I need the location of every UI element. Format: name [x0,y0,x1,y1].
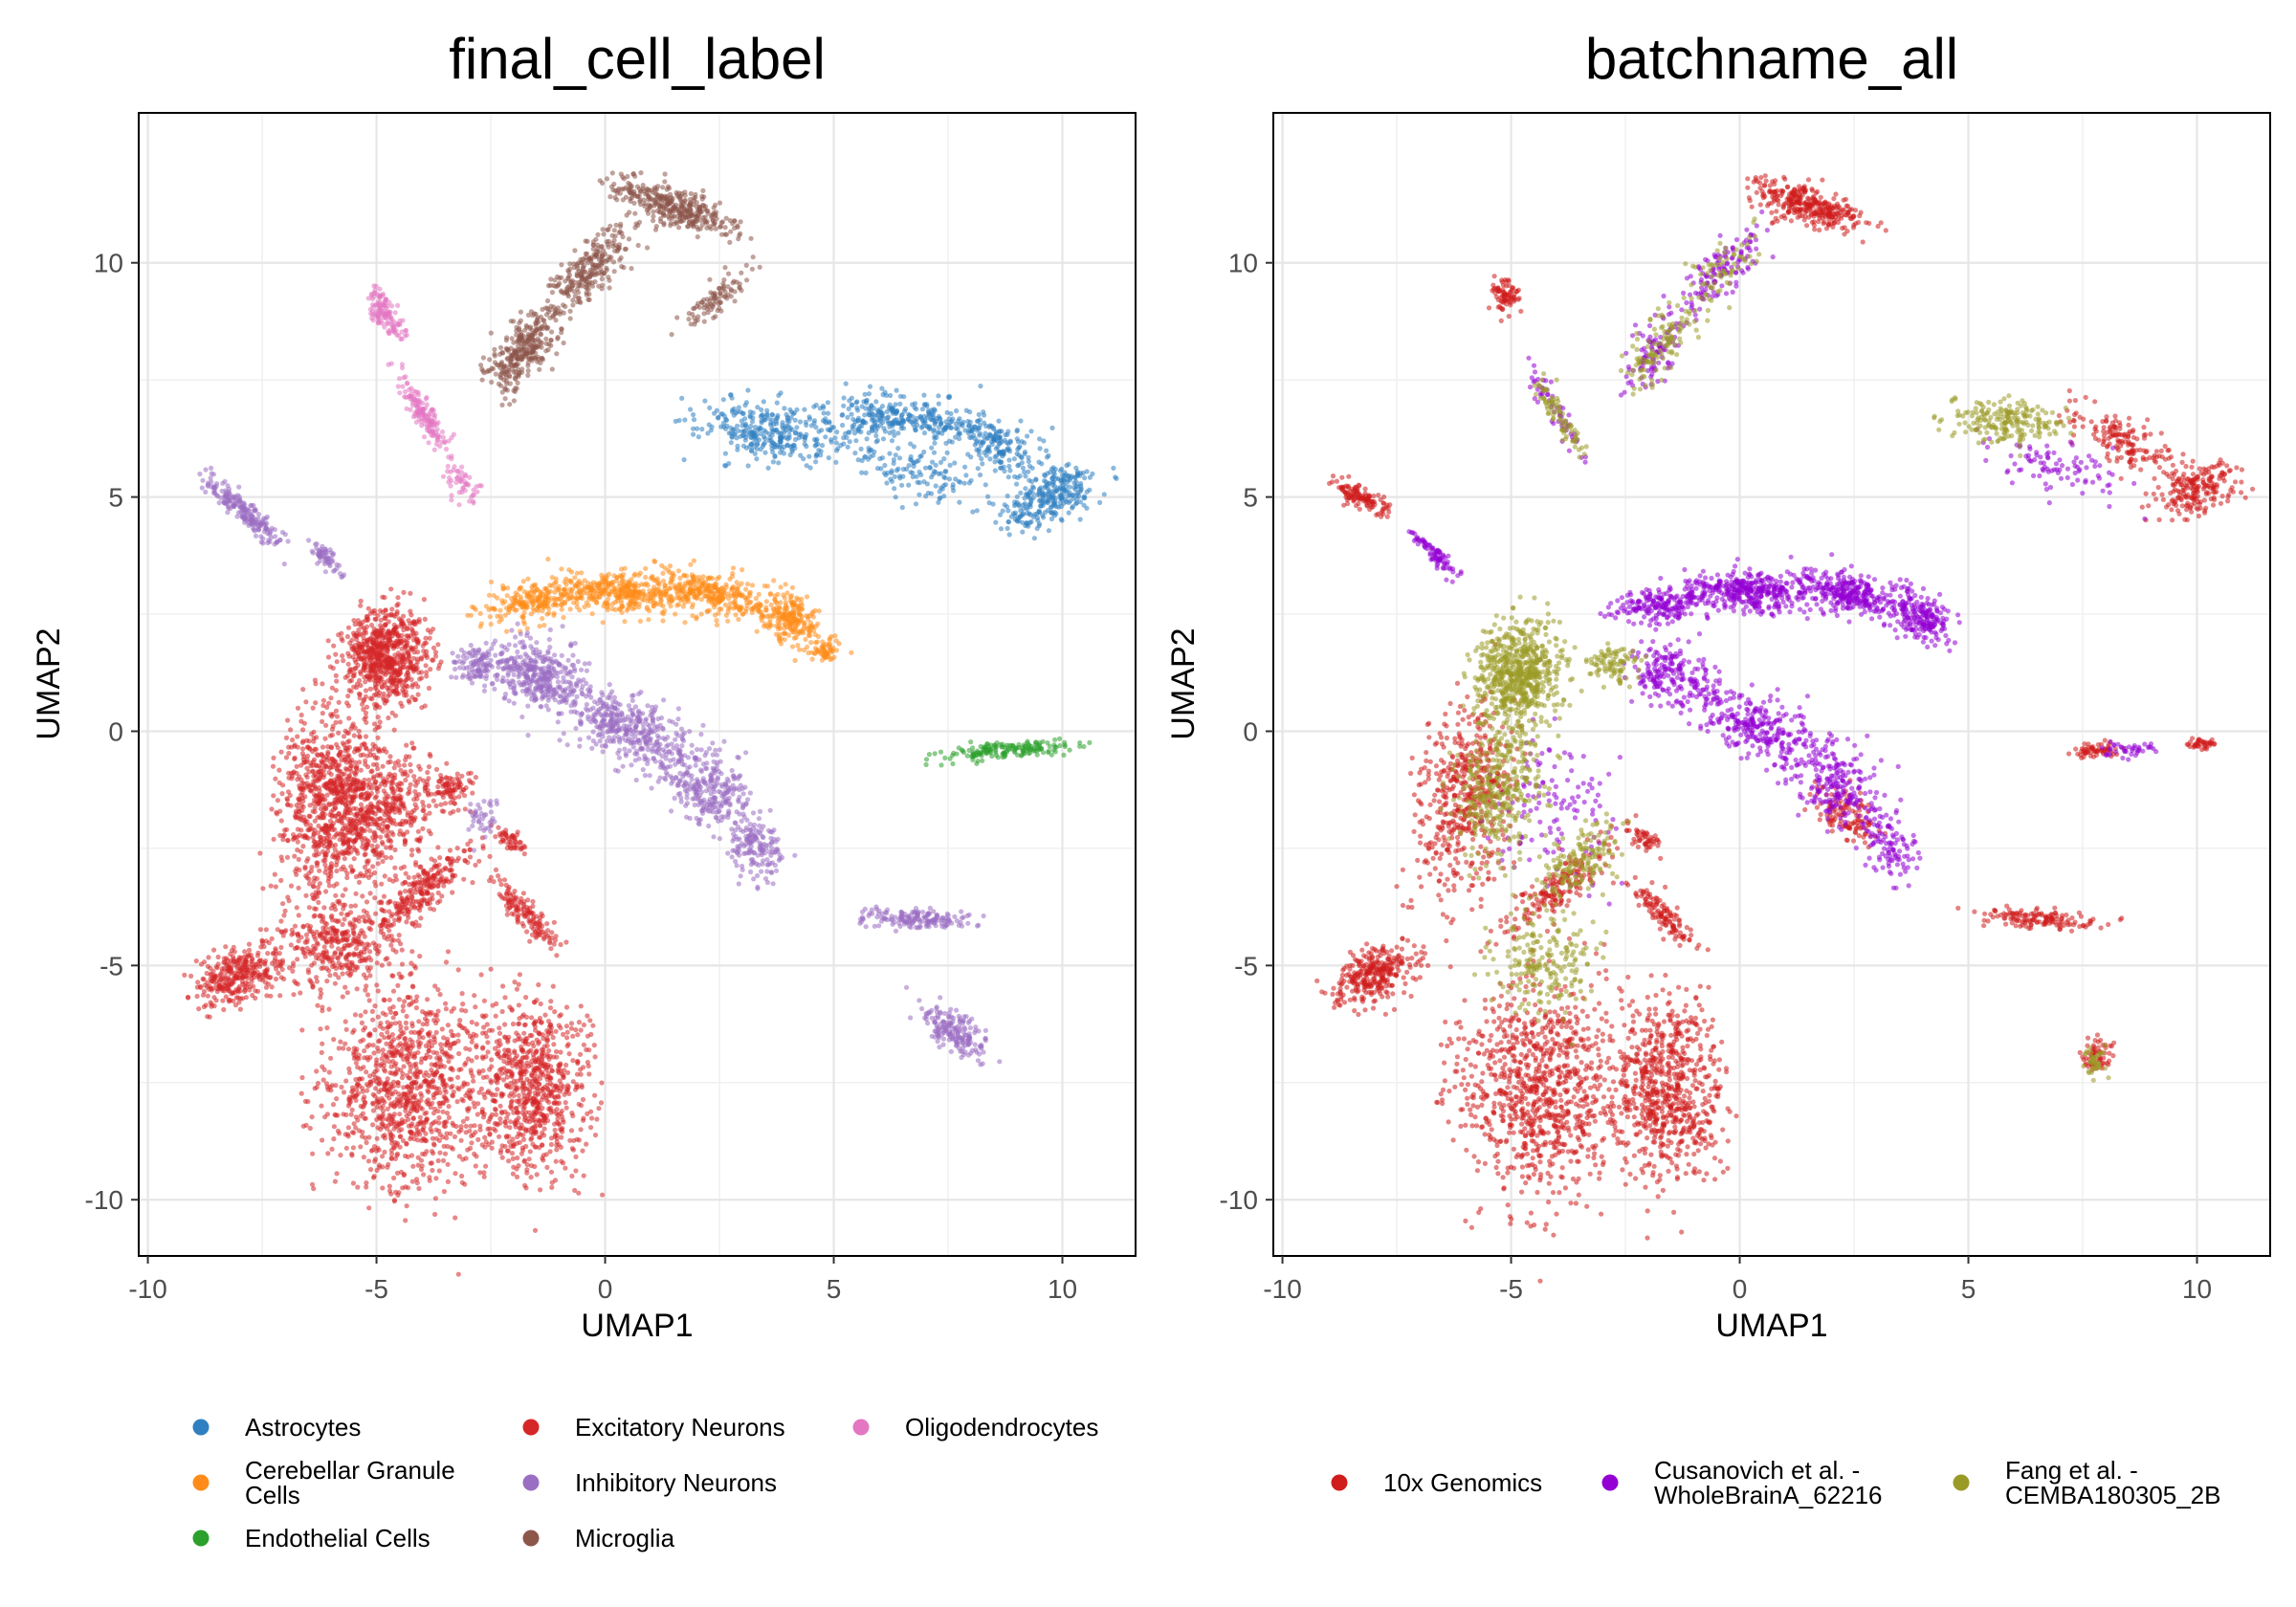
panel-final-cell-label: final_cell_label -10 -5 0 5 10 -10 -5 0 5 10 UMAP… [31,27,1137,1552]
y-tick-label: 0 [1243,716,1258,746]
series-cusanovich-et-al-wholebraina-62216 [1406,209,2159,907]
x-tick-label: -10 [1263,1274,1301,1304]
legend-key [1953,1474,1970,1491]
legend-item: Microglia [522,1524,675,1552]
x-tick-label: -5 [364,1274,388,1304]
panel-title: final_cell_label [449,27,826,91]
legend-label: 10x Genomics [1383,1468,1542,1497]
legend-label: Inhibitory Neurons [575,1468,777,1497]
legend-item: Cusanovich et al. -WholeBrainA_62216 [1601,1456,1883,1509]
series-astrocytes [673,381,1119,541]
x-tick-label: 5 [1961,1274,1976,1304]
x-tick-label: 0 [1733,1274,1748,1304]
legend-item: Astrocytes [192,1413,361,1442]
y-tick-label: 5 [108,483,123,513]
y-tick-label: 10 [94,249,123,278]
legend-item: Oligodendrocytes [852,1413,1098,1442]
legend-label: Cusanovich et al. -WholeBrainA_62216 [1654,1456,1883,1509]
legend-label: Microglia [575,1524,675,1552]
y-axis-label: UMAP2 [1165,627,1202,739]
legend-label: Endothelial Cells [245,1524,430,1552]
plot-frame [1272,112,2271,1257]
series-microglia [478,170,762,407]
legend: Astrocytes Cerebellar Granule Cells Endothe… [192,1413,1098,1552]
legend: 10x Genomics Cusanovich et al. -WholeBrai… [1331,1456,2220,1509]
legend-key [522,1419,540,1436]
series-endothelial-cells [923,736,1093,768]
legend-key [522,1474,540,1491]
plot-background [139,113,1136,1256]
plot-background [1273,113,2270,1256]
legend-label: Fang et al. -CEMBA180305_2B [2005,1456,2220,1509]
legend-item: 10x Genomics [1331,1468,1542,1497]
panel-batchname-all: batchname_all -10 -5 0 5 10 -10 -5 0 5 10 UMAP1 U… [1165,27,2271,1509]
x-tick-label: 10 [1048,1274,1077,1304]
legend-item: Fang et al. -CEMBA180305_2B [1953,1456,2220,1509]
axis-ticks: -10 -5 0 5 10 -10 -5 0 5 10 [1220,249,2213,1304]
y-tick-label: -5 [1234,951,1258,980]
scatter-points [182,170,1119,1277]
legend-label: Astrocytes [245,1413,361,1442]
legend-label: Oligodendrocytes [905,1413,1098,1442]
x-tick-label: 5 [827,1274,842,1304]
axis-ticks: -10 -5 0 5 10 -10 -5 0 5 10 [85,249,1078,1304]
legend-key [1331,1474,1348,1491]
legend-key [1601,1474,1619,1491]
legend-key [192,1530,210,1547]
legend-key [852,1419,870,1436]
legend-key [522,1530,540,1547]
grid [139,113,1136,1256]
x-tick-label: -5 [1499,1274,1523,1304]
y-tick-label: -10 [1220,1185,1258,1215]
x-tick-label: 0 [598,1274,613,1304]
series-oligodendrocytes [365,283,484,508]
x-tick-label: -10 [128,1274,166,1304]
y-tick-label: -5 [99,951,123,980]
x-tick-label: 10 [2182,1274,2212,1304]
legend-item: Cerebellar Granule Cells [192,1456,455,1509]
scatter-points [1314,173,2256,1284]
y-tick-label: 0 [108,716,123,746]
series-cerebellar-granule-cells [465,556,854,664]
legend-key [192,1419,210,1436]
plot-frame [138,112,1137,1257]
y-tick-label: 10 [1228,249,1258,278]
legend-item: Excitatory Neurons [522,1413,785,1442]
legend-label: Cerebellar Granule Cells [245,1456,455,1509]
y-tick-label: 5 [1243,483,1258,513]
y-tick-label: -10 [85,1185,123,1215]
y-axis-label: UMAP2 [31,627,67,739]
legend-key [192,1474,210,1491]
x-axis-label: UMAP1 [581,1308,693,1344]
legend-item: Inhibitory Neurons [522,1468,777,1497]
x-axis-label: UMAP1 [1715,1308,1827,1344]
panel-title: batchname_all [1585,27,1958,91]
series-fang-et-al-cemba180305-2b [1438,216,2111,1083]
series-excitatory-neurons [182,586,606,1277]
legend-item: Endothelial Cells [192,1524,430,1552]
legend-label: Excitatory Neurons [575,1413,785,1442]
grid [1273,113,2270,1256]
series-inhibitory-neurons [197,465,1003,1068]
